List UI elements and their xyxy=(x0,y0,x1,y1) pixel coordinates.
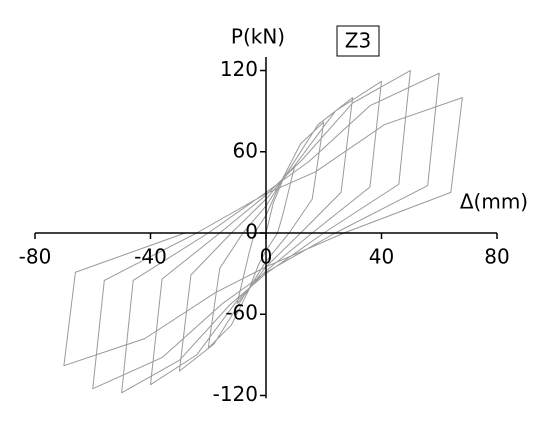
hysteresis-curve xyxy=(63,70,463,394)
y-tick-label: 0 xyxy=(245,220,258,244)
annotation-box xyxy=(336,25,380,57)
x-tick-label: 0 xyxy=(260,245,273,269)
x-axis-label: Δ(mm) xyxy=(460,190,528,214)
y-tick-label: -60 xyxy=(225,301,258,325)
y-tick-label: 60 xyxy=(233,138,258,162)
annotation: Z3 xyxy=(345,29,371,53)
x-tick-label: 80 xyxy=(484,245,509,269)
y-axis-label: P(kN) xyxy=(231,25,285,49)
x-tick-label: 40 xyxy=(369,245,394,269)
y-tick-label: 120 xyxy=(220,57,258,81)
x-tick-label: -40 xyxy=(134,245,167,269)
y-tick-label: -120 xyxy=(213,382,258,406)
x-tick-label: -80 xyxy=(19,245,52,269)
